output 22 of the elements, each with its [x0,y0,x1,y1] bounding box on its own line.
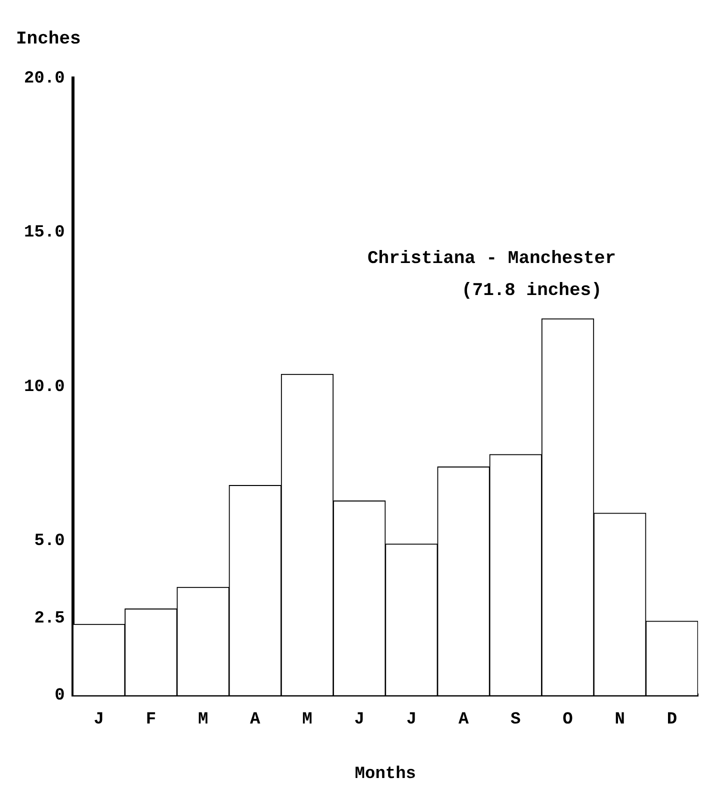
x-tick-label: A [458,710,470,730]
y-tick-label: 5.0 [34,532,65,552]
x-tick-label: M [198,710,208,730]
annotation: Christiana - Manchester [367,249,616,270]
x-tick-label: M [302,710,312,730]
x-tick-label: O [562,710,573,730]
x-tick-label: J [354,710,364,730]
x-tick-label: J [406,710,417,730]
x-axis-title: Months [354,765,416,784]
x-tick-label: F [146,710,156,730]
annotation: (71.8 inches) [461,281,602,302]
y-tick-label: 20.0 [24,69,65,88]
y-tick-label: 0 [54,686,65,706]
y-tick-label: 10.0 [24,378,65,397]
x-tick-label: D [666,710,678,730]
x-tick-label: J [94,710,104,730]
y-tick-label: 2.5 [34,609,65,628]
y-axis-title: Inches [16,30,81,50]
y-tick-label: 15.0 [24,224,65,243]
x-tick-label: S [510,710,521,730]
x-tick-label: N [614,710,625,730]
x-tick-label: A [250,710,262,730]
